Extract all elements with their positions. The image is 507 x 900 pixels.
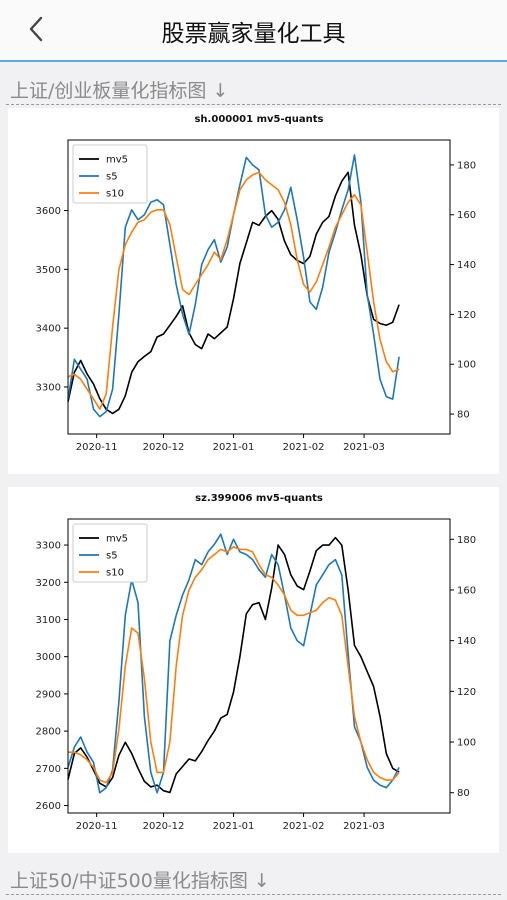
series-line-s10	[68, 546, 400, 784]
y-tick-label-left: 3500	[36, 265, 61, 276]
chart-legend: mv5 s5 s10	[72, 523, 148, 583]
y-tick-label-right: 80	[457, 410, 470, 421]
y-tick-label-right: 180	[457, 535, 476, 546]
y-tick-label-right: 160	[457, 585, 476, 596]
y-tick-label-right: 120	[457, 310, 476, 321]
y-tick-label-right: 140	[457, 260, 476, 271]
chevron-left-icon[interactable]	[22, 14, 52, 44]
y-tick-label-right: 80	[457, 788, 470, 799]
x-tick-label: 2021-03	[343, 821, 385, 832]
plot-frame	[67, 139, 451, 435]
chart-card-sh: sh.000001 mv5-quants 3300 3400 3500 3600 80 10…	[8, 108, 499, 474]
y-tick-label-right: 160	[457, 210, 476, 221]
y-tick-label-right: 180	[457, 160, 476, 171]
y-tick-label-left: 3300	[36, 382, 61, 393]
y-tick-label-left: 3600	[36, 206, 61, 217]
plot-frame	[67, 518, 451, 814]
y-tick-label-left: 2800	[36, 727, 61, 738]
chart-sh000001: sh.000001 mv5-quants 3300 3400 3500 3600 80 10…	[36, 114, 477, 453]
x-tick-label: 2021-02	[283, 821, 325, 832]
legend-label-s10: s10	[106, 189, 124, 200]
series-line-mv5	[67, 536, 400, 794]
y-tick-label-left: 3100	[36, 615, 61, 626]
app-header: 股票赢家量化工具	[0, 0, 507, 62]
y-tick-label-right: 100	[457, 360, 476, 371]
chart-sz399006: sz.399006 mv5-quants 2600 2700 2800 2900 3000…	[36, 493, 477, 832]
legend-label-s5: s5	[106, 551, 118, 562]
chart-title: sh.000001 mv5-quants	[194, 114, 323, 125]
chart-legend: mv5 s5 s10	[72, 144, 148, 204]
chart-title: sz.399006 mv5-quants	[195, 493, 323, 504]
y-tick-label-left: 2700	[36, 764, 61, 775]
x-tick-label: 2021-01	[213, 821, 255, 832]
legend-label-s5: s5	[106, 172, 118, 183]
x-tick-label: 2020-12	[143, 821, 185, 832]
legend-label-mv5: mv5	[106, 155, 128, 166]
x-tick-label: 2020-11	[76, 442, 118, 453]
y-tick-label-left: 3300	[36, 541, 61, 552]
x-tick-label: 2020-12	[143, 442, 185, 453]
chart-card-sz: sz.399006 mv5-quants 2600 2700 2800 2900 3000…	[8, 487, 499, 853]
series-line-s5	[67, 533, 400, 794]
legend-label-mv5: mv5	[106, 534, 128, 545]
page-title: 股票赢家量化工具	[161, 21, 346, 47]
section-divider	[6, 894, 501, 895]
y-tick-label-right: 100	[457, 738, 476, 749]
y-tick-label-left: 3000	[36, 652, 61, 663]
y-tick-label-right: 120	[457, 687, 476, 698]
section-label-sz50[interactable]: 上证50/中证500量化指标图 ↓	[10, 870, 270, 892]
series-line-s10	[67, 171, 400, 410]
x-tick-label: 2021-03	[343, 442, 385, 453]
x-tick-label: 2021-02	[283, 442, 325, 453]
x-tick-label: 2021-01	[213, 442, 255, 453]
y-tick-label-left: 3200	[36, 578, 61, 589]
section-divider	[6, 104, 501, 105]
legend-label-s10: s10	[106, 568, 124, 579]
section-label-shanghai[interactable]: 上证/创业板量化指标图 ↓	[10, 80, 229, 102]
y-tick-label-left: 2600	[36, 801, 61, 812]
series-line-mv5	[67, 171, 400, 415]
y-tick-label-right: 140	[457, 636, 476, 647]
y-tick-label-left: 2900	[36, 689, 61, 700]
x-tick-label: 2020-11	[76, 821, 118, 832]
y-tick-label-left: 3400	[36, 324, 61, 335]
